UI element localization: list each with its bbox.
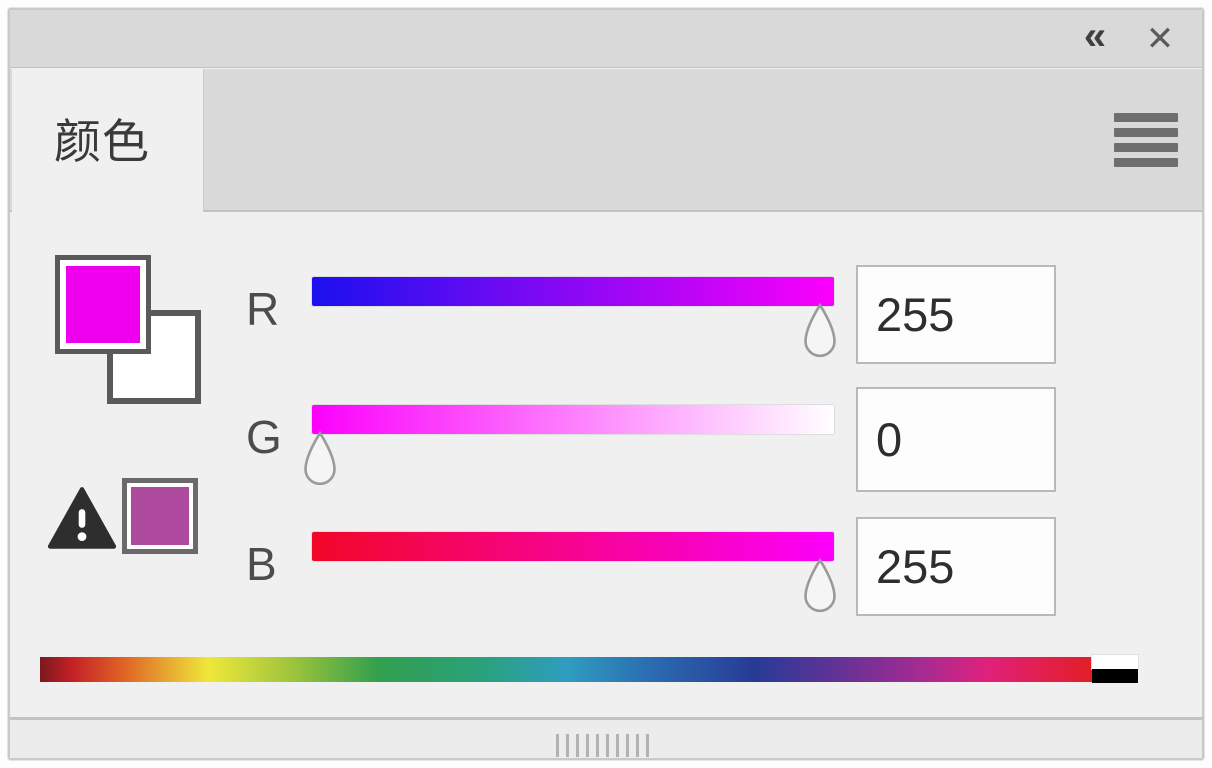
green-channel-label: G	[246, 411, 282, 463]
blue-value-input[interactable]	[856, 517, 1056, 616]
green-slider-track[interactable]	[312, 405, 834, 434]
color-spectrum-ramp[interactable]	[40, 657, 1092, 682]
menu-icon	[1114, 128, 1178, 137]
collapse-to-icons-button[interactable]: «	[1066, 10, 1122, 68]
foreground-color-fill	[66, 266, 140, 343]
red-channel-label: R	[246, 283, 280, 335]
red-slider-track[interactable]	[312, 277, 834, 306]
panel-title-bar[interactable]: « ✕	[10, 10, 1202, 68]
closest-websafe-color-swatch[interactable]	[122, 478, 198, 554]
menu-icon	[1114, 158, 1178, 167]
bottom-divider	[10, 717, 1202, 720]
collapse-icon: «	[1083, 13, 1106, 58]
blue-slider-handle[interactable]	[796, 557, 844, 617]
foreground-color-swatch[interactable]	[55, 255, 151, 354]
menu-icon	[1114, 143, 1178, 152]
gamut-warning-icon[interactable]	[46, 486, 118, 552]
red-slider-handle[interactable]	[796, 302, 844, 362]
red-value-input[interactable]	[856, 265, 1056, 364]
blue-channel-label: B	[246, 538, 277, 590]
blue-slider-track[interactable]	[312, 532, 834, 561]
panel-menu-button[interactable]	[1114, 113, 1178, 167]
closest-websafe-color-fill	[131, 487, 189, 545]
tab-color[interactable]: 颜色	[12, 69, 204, 212]
gamut-warning-group	[46, 478, 206, 558]
green-value-input[interactable]	[856, 387, 1056, 492]
menu-icon	[1114, 113, 1178, 122]
color-panel: « ✕ 颜色	[8, 8, 1204, 760]
tab-color-label: 颜色	[54, 115, 150, 168]
green-slider-handle[interactable]	[296, 430, 344, 490]
panel-tab-bar: 颜色	[10, 69, 1202, 212]
spectrum-black-swatch[interactable]	[1092, 669, 1138, 683]
panel-bottom-strip	[10, 720, 1202, 758]
resize-gripper[interactable]	[556, 734, 656, 757]
close-button[interactable]: ✕	[1132, 10, 1188, 68]
spectrum-white-swatch[interactable]	[1092, 655, 1138, 669]
close-icon: ✕	[1145, 20, 1175, 58]
